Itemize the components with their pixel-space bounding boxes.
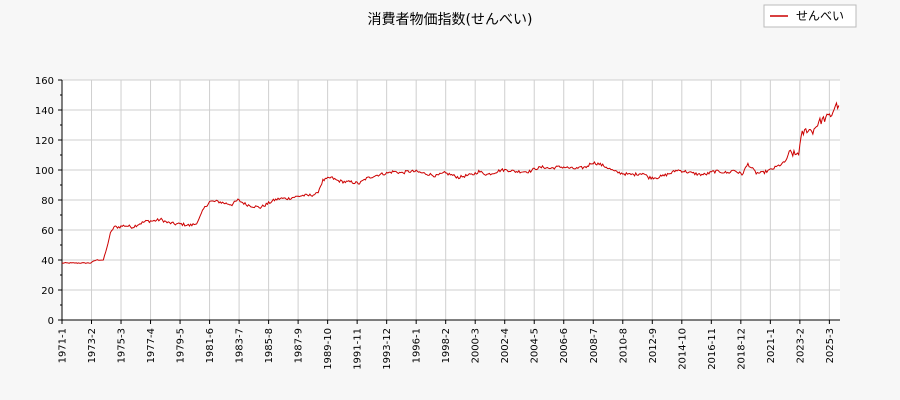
x-tick-label: 1993-12 (382, 328, 393, 370)
x-tick-label: 1987-9 (294, 328, 305, 363)
x-tick-label: 2025-3 (825, 328, 836, 363)
x-tick-label: 2008-7 (589, 328, 600, 363)
x-tick-label: 2021-1 (766, 328, 777, 363)
y-tick-label: 80 (41, 196, 54, 207)
y-tick-label: 120 (35, 136, 54, 147)
y-tick-label: 160 (35, 76, 54, 87)
x-tick-label: 2010-8 (618, 328, 629, 363)
x-tick-label: 2004-5 (530, 328, 541, 363)
x-tick-label: 2016-11 (707, 328, 718, 370)
x-tick-label: 1979-5 (176, 328, 187, 363)
legend-label: せんべい (796, 9, 844, 23)
x-tick-label: 2000-3 (471, 328, 482, 363)
axes: 0 20 40 60 80 100 120 140 160 1971-1 1973-2 1975-3 1… (35, 76, 840, 370)
x-tick-label: 1973-2 (87, 328, 98, 363)
y-tick-label: 60 (41, 226, 54, 237)
y-tick-label: 20 (41, 286, 54, 297)
x-tick-label: 1981-6 (205, 328, 216, 363)
x-tick-label: 1985-8 (264, 328, 275, 363)
y-tick-label: 140 (35, 106, 54, 117)
x-tick-label: 2006-6 (559, 328, 570, 363)
legend: せんべい (763, 4, 857, 28)
x-tick-label: 1998-2 (441, 328, 452, 363)
x-tick-label: 1991-11 (353, 328, 364, 370)
y-tick-label: 0 (48, 316, 54, 327)
x-tick-label: 1977-4 (146, 328, 157, 363)
x-tick-label: 1975-3 (117, 328, 128, 363)
x-tick-label: 2023-2 (795, 328, 806, 363)
x-tick-label: 2012-9 (648, 328, 659, 363)
chart-title: 消費者物価指数(せんべい) (368, 12, 533, 28)
legend-box (763, 4, 857, 28)
grid (61, 79, 840, 321)
x-tick-label: 2018-12 (736, 328, 747, 370)
y-tick-label: 40 (41, 256, 54, 267)
series-line (61, 101, 840, 264)
x-tick-label: 2002-4 (500, 328, 511, 363)
series-layer (61, 101, 840, 264)
y-tick-label: 100 (35, 166, 54, 177)
x-tick-label: 1983-7 (235, 328, 246, 363)
x-tick-label: 1971-1 (58, 328, 69, 363)
x-tick-label: 1996-1 (412, 328, 423, 363)
x-tick-label: 2014-10 (677, 328, 688, 370)
x-tick-label: 1989-10 (323, 328, 334, 370)
